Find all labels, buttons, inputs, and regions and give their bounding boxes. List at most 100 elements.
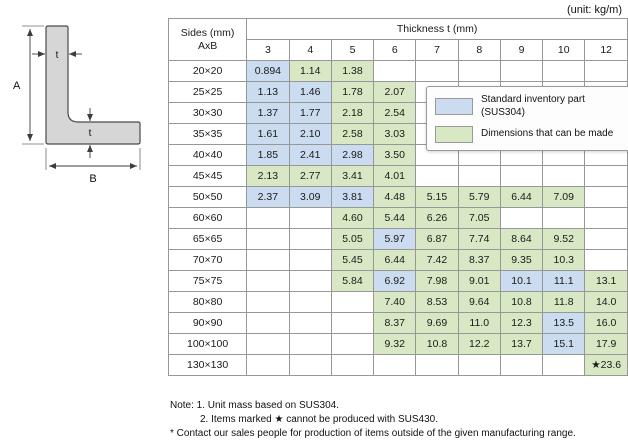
empty-cell xyxy=(288,249,332,271)
size-cell: 50×50 xyxy=(167,186,248,208)
angle-diagram-svg: A t t B xyxy=(13,25,141,185)
size-cell: 75×75 xyxy=(167,270,248,292)
mass-value-cell: 16.0 xyxy=(584,312,628,334)
thickness-group-header: Thickness t (mm) xyxy=(246,18,628,40)
empty-cell xyxy=(373,60,417,82)
dim-label-t-vertical: t xyxy=(56,50,59,61)
mass-value-cell: 1.77 xyxy=(288,102,332,124)
mass-value-cell: 1.14 xyxy=(288,60,332,82)
note-line-3: * Contact our sales people for productio… xyxy=(170,428,576,439)
mass-value-cell: 9.01 xyxy=(457,270,501,292)
table-row: 70×70 5.45 6.44 7.42 8.37 9.35 10.3 xyxy=(167,249,628,271)
footnotes: Note: 1. Unit mass based on SUS304. 2. I… xyxy=(170,399,626,441)
mass-value-cell: 9.69 xyxy=(415,312,459,334)
mass-value-cell: 7.42 xyxy=(415,249,459,271)
empty-cell xyxy=(542,207,586,229)
mass-value-cell: 2.98 xyxy=(330,144,375,166)
mass-value-cell: 7.09 xyxy=(542,186,586,208)
mass-value-cell: 2.77 xyxy=(288,165,332,187)
legend-item-standard-inventory: Standard inventory part (SUS304) xyxy=(435,94,621,119)
table-header-row: Sides (mm) AxB Thickness t (mm) xyxy=(167,18,628,61)
thickness-col-header: 7 xyxy=(415,39,459,61)
mass-value-cell: 5.79 xyxy=(457,186,501,208)
sides-header-line1: Sides (mm) xyxy=(180,27,235,40)
mass-value-cell: 3.50 xyxy=(373,144,417,166)
mass-value-cell: 3.81 xyxy=(330,186,375,208)
mass-value-cell: 9.52 xyxy=(542,228,586,250)
thickness-col-header: 12 xyxy=(584,39,628,61)
mass-value-cell: 2.58 xyxy=(330,123,375,145)
size-cell: 25×25 xyxy=(167,81,248,103)
thickness-col-header: 5 xyxy=(330,39,375,61)
mass-value-cell: 8.37 xyxy=(457,249,501,271)
angle-cross-section-diagram: A t t B xyxy=(6,18,166,193)
empty-cell xyxy=(246,333,290,355)
mass-value-cell: 13.1 xyxy=(584,270,628,292)
size-cell: 65×65 xyxy=(167,228,248,250)
mass-value-cell: 2.18 xyxy=(330,102,375,124)
mass-value-cell: 2.10 xyxy=(288,123,332,145)
mass-value-cell: 3.09 xyxy=(288,186,332,208)
mass-value-cell: 7.40 xyxy=(373,291,417,313)
mass-value-cell: 1.61 xyxy=(246,123,290,145)
mass-value-cell: 5.97 xyxy=(373,228,417,250)
mass-value-cell: 11.1 xyxy=(542,270,586,292)
mass-value-cell: 2.54 xyxy=(373,102,417,124)
empty-cell xyxy=(584,228,628,250)
mass-value-cell: 6.92 xyxy=(373,270,417,292)
empty-cell xyxy=(584,165,628,187)
size-cell: 40×40 xyxy=(167,144,248,166)
table-row: 50×50 2.37 3.09 3.81 4.48 5.15 5.79 6.44 7.09 xyxy=(167,186,628,208)
mass-value-cell: 7.98 xyxy=(415,270,459,292)
note-line-1: Note: 1. Unit mass based on SUS304. xyxy=(170,400,339,411)
empty-cell xyxy=(415,354,459,376)
empty-cell xyxy=(288,291,332,313)
empty-cell xyxy=(457,60,501,82)
thickness-col-header: 4 xyxy=(288,39,332,61)
empty-cell xyxy=(542,354,586,376)
thickness-col-header: 9 xyxy=(499,39,544,61)
empty-cell xyxy=(415,60,459,82)
dim-label-a: A xyxy=(13,80,21,92)
table-row: 90×90 8.37 9.69 11.0 12.3 13.5 16.0 xyxy=(167,312,628,334)
mass-value-cell: 0.894 xyxy=(246,60,290,82)
empty-cell xyxy=(330,291,375,313)
mass-value-cell: 9.35 xyxy=(499,249,544,271)
size-cell: 35×35 xyxy=(167,123,248,145)
mass-value-cell: 14.0 xyxy=(584,291,628,313)
mass-value-cell: 3.03 xyxy=(373,123,417,145)
size-cell: 80×80 xyxy=(167,291,248,313)
empty-cell xyxy=(246,312,290,334)
mass-value-cell: 1.85 xyxy=(246,144,290,166)
size-cell: 30×30 xyxy=(167,102,248,124)
table-row: 60×60 4.60 5.44 6.26 7.05 xyxy=(167,207,628,229)
size-cell: 100×100 xyxy=(167,333,248,355)
mass-value-cell: 7.05 xyxy=(457,207,501,229)
mass-value-cell: 1.78 xyxy=(330,81,375,103)
mass-value-cell: 6.26 xyxy=(415,207,459,229)
empty-cell xyxy=(542,165,586,187)
mass-value-cell: 2.41 xyxy=(288,144,332,166)
mass-value-cell: 6.44 xyxy=(373,249,417,271)
size-cell: 70×70 xyxy=(167,249,248,271)
empty-cell xyxy=(246,270,290,292)
empty-cell xyxy=(584,207,628,229)
empty-cell xyxy=(542,60,586,82)
mass-value-cell: 9.32 xyxy=(373,333,417,355)
mass-value-cell: 12.3 xyxy=(499,312,544,334)
green-swatch-icon xyxy=(435,126,473,143)
unit-label: (unit: kg/m) xyxy=(566,4,622,16)
mass-value-cell: 4.48 xyxy=(373,186,417,208)
empty-cell xyxy=(288,270,332,292)
mass-value-cell: 2.37 xyxy=(246,186,290,208)
mass-value-cell: ★23.6 xyxy=(584,354,628,376)
empty-cell xyxy=(288,207,332,229)
empty-cell xyxy=(330,333,375,355)
size-cell: 130×130 xyxy=(167,354,248,376)
legend-item-can-be-made: Dimensions that can be made xyxy=(435,126,621,143)
mass-value-cell: 12.2 xyxy=(457,333,501,355)
empty-cell xyxy=(288,312,332,334)
legend-label: Dimensions that can be made xyxy=(481,128,614,140)
